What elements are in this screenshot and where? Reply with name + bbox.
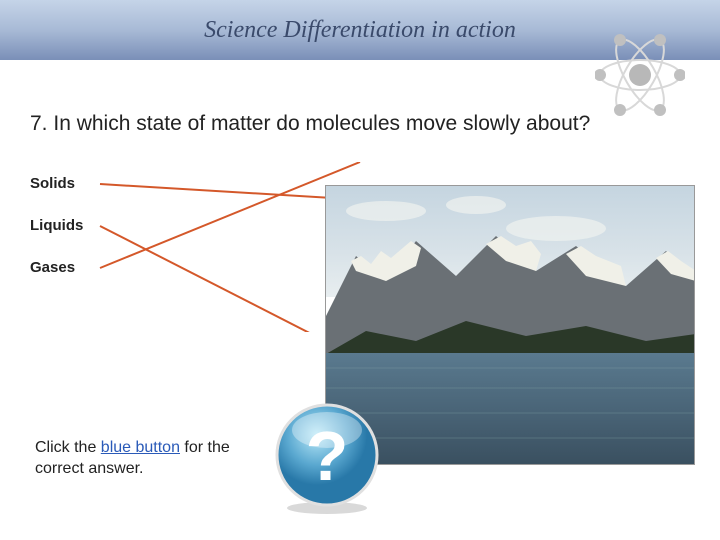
question-text: 7. In which state of matter do molecules… (30, 110, 690, 137)
header-title: Science Differentiation in action (204, 17, 516, 44)
question-number: 7. (30, 112, 48, 135)
reveal-answer-button[interactable]: ? (270, 400, 385, 515)
answer-gases[interactable]: Gases (30, 259, 100, 276)
question-mark-icon: ? (270, 400, 385, 515)
hint-prefix: Click the (35, 439, 101, 456)
hint-text: Click the blue button for the correct an… (35, 438, 235, 480)
svg-text:?: ? (306, 417, 349, 495)
answer-solids[interactable]: Solids (30, 175, 100, 192)
question-body: In which state of matter do molecules mo… (53, 112, 590, 135)
atom-decoration (595, 30, 685, 120)
answer-liquids[interactable]: Liquids (30, 217, 100, 234)
hint-blue: blue button (101, 439, 180, 456)
